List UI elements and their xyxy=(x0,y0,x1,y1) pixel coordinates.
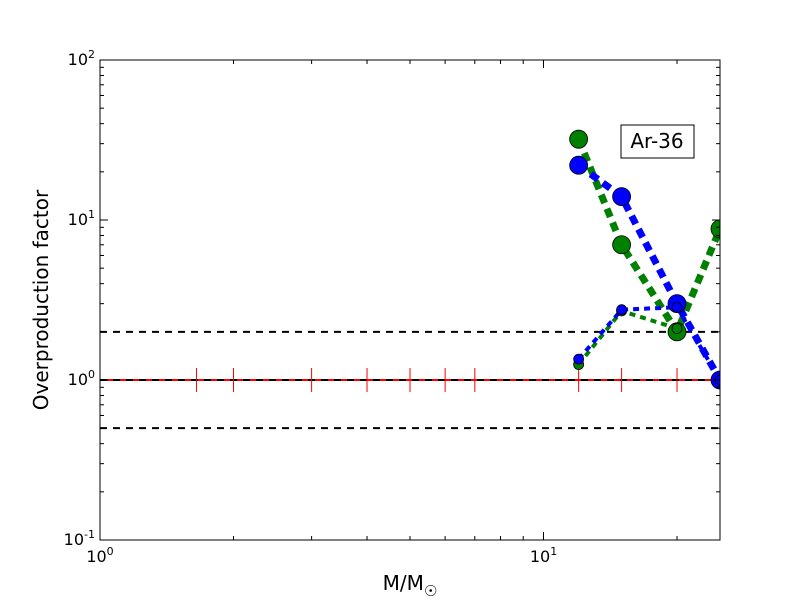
y-tick-label-3: 102 xyxy=(68,48,95,69)
y-tick-labels: 10-1 100 101 102 xyxy=(64,48,95,549)
x-axis-label: M/M☉ xyxy=(383,571,438,600)
series-1-point-1 xyxy=(612,187,632,207)
plot-area xyxy=(100,60,720,540)
red-tick-marks xyxy=(195,368,720,392)
y-tick-label-1: 100 xyxy=(68,368,95,389)
series-0-line xyxy=(575,137,720,340)
y-axis-label: Overproduction factor xyxy=(29,189,53,410)
annotation-frame xyxy=(620,124,695,159)
series-points xyxy=(569,129,720,390)
series-3-point-2 xyxy=(671,301,683,313)
series-3-line xyxy=(577,305,720,382)
annotation-label: Ar-36 xyxy=(630,129,683,153)
annotation-box: Ar-36 xyxy=(620,124,695,159)
x-tick-labels: 100 101 xyxy=(86,545,557,566)
x-axis-label-sub: ☉ xyxy=(424,582,437,600)
series-1-point-0 xyxy=(569,155,589,175)
series-3-point-0 xyxy=(573,353,585,365)
series-0-point-3 xyxy=(710,219,720,239)
series-2-point-2 xyxy=(671,323,683,334)
plot-frame xyxy=(99,59,721,541)
x-axis-label-main: M/M xyxy=(383,571,424,595)
series-0-point-1 xyxy=(612,235,632,255)
series-0-point-0 xyxy=(569,129,589,149)
series-1-line xyxy=(576,162,720,382)
y-tick-label-2: 101 xyxy=(68,208,95,229)
x-tick-label-0: 100 xyxy=(86,545,113,566)
y-tick-label-0: 10-1 xyxy=(64,528,95,549)
x-tick-label-1: 101 xyxy=(530,545,557,566)
series-3-point-1 xyxy=(616,304,628,316)
